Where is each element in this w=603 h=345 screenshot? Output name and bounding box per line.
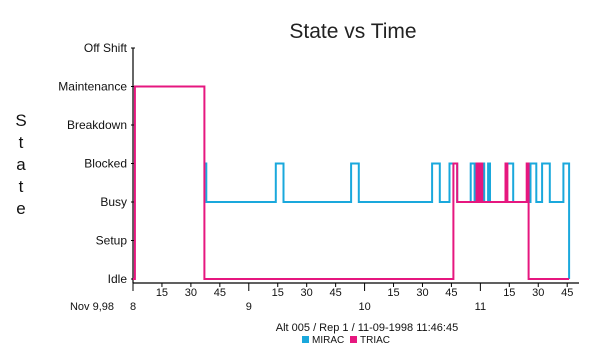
legend-label-triac: TRIAC bbox=[360, 335, 390, 345]
state-label: Setup bbox=[96, 234, 128, 248]
x-minor-tick-label: 30 bbox=[301, 287, 313, 299]
x-minor-tick-label: 30 bbox=[532, 287, 544, 299]
x-major-tick-label: 10 bbox=[358, 301, 370, 313]
x-minor-tick-label: 45 bbox=[330, 287, 342, 299]
legend-label-mirac: MIRAC bbox=[312, 335, 344, 345]
state-labels: Idle Setup Busy Blocked Breakdown Maintenance… bbox=[58, 41, 135, 286]
y-axis-label-letter: t bbox=[19, 133, 24, 152]
x-major-tick-label: 8 bbox=[130, 301, 136, 313]
y-axis-label-letter: S bbox=[15, 111, 26, 130]
state-label: Breakdown bbox=[67, 118, 127, 132]
state-label: Blocked bbox=[84, 157, 127, 171]
x-minor-tick-label: 15 bbox=[387, 287, 399, 299]
x-minor-tick-label: 45 bbox=[214, 287, 226, 299]
series-lines bbox=[133, 85, 571, 280]
y-axis-label-letter: t bbox=[19, 177, 24, 196]
y-axis-label-letter: a bbox=[16, 155, 26, 174]
x-minor-tick-label: 15 bbox=[503, 287, 515, 299]
x-major-tick-label: 11 bbox=[475, 301, 486, 313]
x-minor-tick-label: 15 bbox=[272, 287, 284, 299]
date-label: Nov 9,98 bbox=[70, 301, 114, 313]
x-minor-tick-label: 15 bbox=[156, 287, 168, 299]
chart-title: State vs Time bbox=[289, 20, 416, 43]
state-label: Maintenance bbox=[58, 80, 127, 94]
legend: MIRAC TRIAC bbox=[302, 335, 390, 345]
state-label: Idle bbox=[108, 272, 128, 286]
state-label: Busy bbox=[100, 195, 127, 209]
x-minor-tick-label: 45 bbox=[445, 287, 457, 299]
legend-swatch-mirac bbox=[302, 336, 309, 343]
x-axis-ticks: 15 30 45 15 30 45 15 30 45 15 30 45 8 9 10 11 bbox=[130, 283, 573, 313]
x-minor-tick-label: 30 bbox=[416, 287, 428, 299]
legend-swatch-triac bbox=[350, 336, 357, 343]
x-minor-tick-label: 30 bbox=[185, 287, 197, 299]
series-line-triac bbox=[133, 85, 570, 280]
x-major-tick-label: 9 bbox=[246, 301, 252, 313]
axes bbox=[132, 48, 579, 284]
series-line-mirac bbox=[204, 162, 571, 279]
x-minor-tick-label: 45 bbox=[561, 287, 573, 299]
y-axis-label-letter: e bbox=[16, 199, 25, 218]
footnote: Alt 005 / Rep 1 / 11-09-1998 11:46:45 bbox=[276, 322, 458, 334]
y-axis-label: State bbox=[15, 111, 26, 218]
state-label: Off Shift bbox=[84, 41, 128, 55]
